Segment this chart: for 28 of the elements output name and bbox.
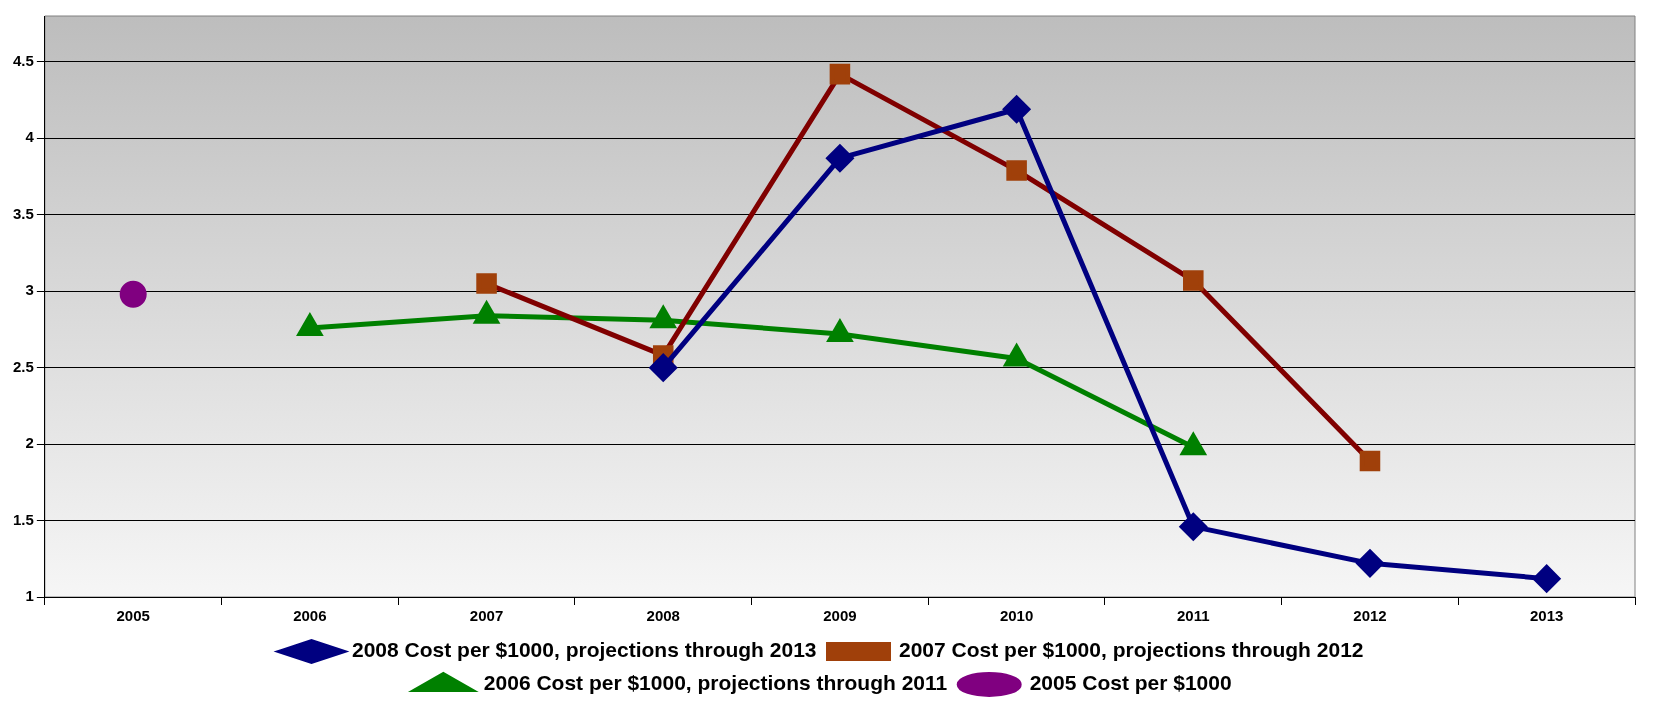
y-tick-label: 3 (25, 281, 34, 299)
x-tick-label: 2009 (823, 607, 857, 625)
y-tick-label: 1.5 (12, 510, 34, 528)
legend-label: 2008 Cost per $1000, projections through 2013 (352, 638, 817, 662)
legend-label: 2006 Cost per $1000, projections through 2011 (483, 671, 948, 695)
point (1533, 565, 1561, 593)
point (1179, 513, 1207, 541)
y-tick-label: 3.5 (12, 204, 34, 222)
x-tick-label: 2010 (999, 607, 1034, 625)
y-tick-label: 4.5 (12, 52, 34, 70)
point (649, 354, 677, 382)
x-tick-label: 2013 (1529, 607, 1564, 625)
legend-label: 2005 Cost per $1000 (1029, 671, 1232, 695)
legend-label: 2007 Cost per $1000, projections through 2012 (899, 638, 1364, 662)
x-tick-label: 2006 (293, 607, 327, 625)
point (826, 144, 854, 172)
x-tick-label: 2011 (1177, 607, 1210, 625)
x-tick-label: 2007 (469, 607, 504, 625)
x-tick-label: 2008 (646, 607, 680, 625)
point (1003, 95, 1031, 123)
x-tick-label: 2005 (116, 607, 150, 625)
y-tick-label: 2 (25, 434, 34, 452)
point (119, 280, 147, 308)
y-tick-label: 1 (25, 587, 34, 605)
point (1356, 549, 1384, 577)
x-tick-label: 2012 (1353, 607, 1387, 625)
y-tick-label: 4 (25, 128, 35, 146)
y-tick-label: 2.5 (12, 357, 34, 375)
